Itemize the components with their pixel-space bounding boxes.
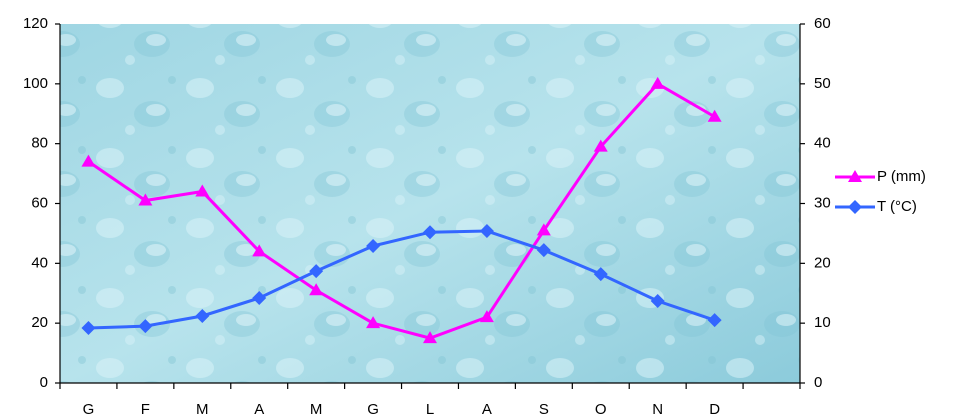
y-tick-label: 0	[40, 374, 48, 391]
x-tick-label: A	[482, 401, 492, 418]
y2-tick-label: 40	[814, 135, 831, 152]
x-tick-label: S	[539, 401, 549, 418]
x-tick-label: D	[709, 401, 720, 418]
x-tick-label: M	[196, 401, 209, 418]
y-tick-label: 20	[31, 314, 48, 331]
y2-tick-label: 20	[814, 254, 831, 271]
chart: 0 20 40 60 80 100 120 0 10 20 30 40 50 60 G F M A M G L A S O N D…	[0, 0, 975, 419]
plot-texture	[60, 24, 800, 383]
legend-marker	[848, 200, 862, 214]
y2-tick-label: 10	[814, 314, 831, 331]
y2-tick-label: 30	[814, 194, 831, 211]
y-tick-label: 80	[31, 135, 48, 152]
x-tick-label: M	[310, 401, 323, 418]
y2-tick-label: 0	[814, 374, 822, 391]
y-tick-label: 60	[31, 194, 48, 211]
y-tick-label: 40	[31, 254, 48, 271]
legend-label: P (mm)	[877, 168, 926, 185]
x-tick-label: F	[141, 401, 150, 418]
y2-tick-label: 60	[814, 15, 831, 32]
x-tick-label: L	[426, 401, 434, 418]
x-tick-label: G	[367, 401, 379, 418]
x-tick-label: N	[652, 401, 663, 418]
page: {"chart_data": {"type": "line", "categor…	[0, 0, 975, 419]
x-tick-label: G	[83, 401, 95, 418]
x-tick-label: A	[254, 401, 264, 418]
y-tick-label: 100	[23, 75, 48, 92]
legend-label: T (°C)	[877, 198, 917, 215]
y-tick-label: 120	[23, 15, 48, 32]
y2-tick-label: 50	[814, 75, 831, 92]
x-tick-label: O	[595, 401, 607, 418]
